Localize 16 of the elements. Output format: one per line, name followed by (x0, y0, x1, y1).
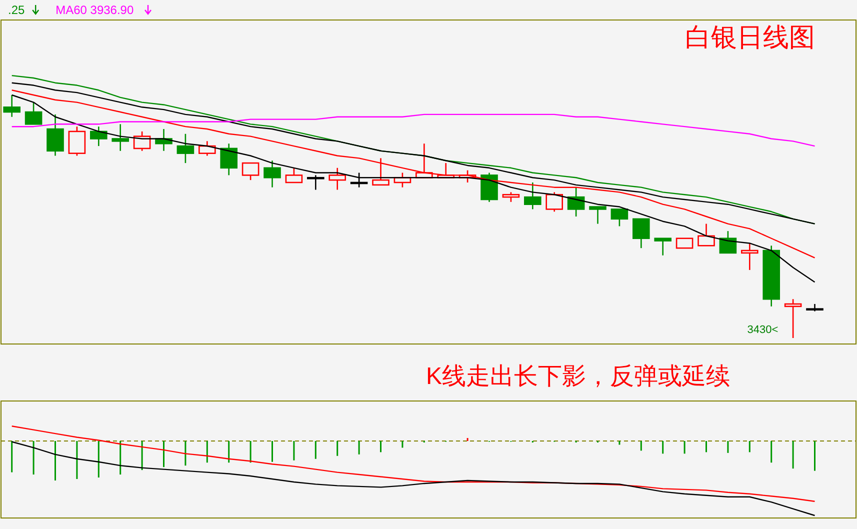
annotation: 3430< (747, 324, 778, 336)
candlestick (3, 94, 20, 118)
candlestick (46, 114, 64, 156)
candlestick (524, 182, 542, 210)
legend-label: MA60 3936.90 (56, 3, 134, 17)
candlestick (176, 133, 194, 164)
candlestick (112, 124, 129, 152)
candlestick (198, 140, 216, 156)
chart-title: 白银日线图 (685, 22, 815, 52)
candlestick (220, 142, 238, 176)
candlestick (741, 242, 758, 271)
candlestick (307, 174, 324, 190)
text: K线走出长下影，反弹或延续 (426, 363, 730, 390)
candlestick (90, 126, 108, 147)
candlestick (762, 245, 780, 308)
legend-label: .25 (8, 3, 26, 17)
